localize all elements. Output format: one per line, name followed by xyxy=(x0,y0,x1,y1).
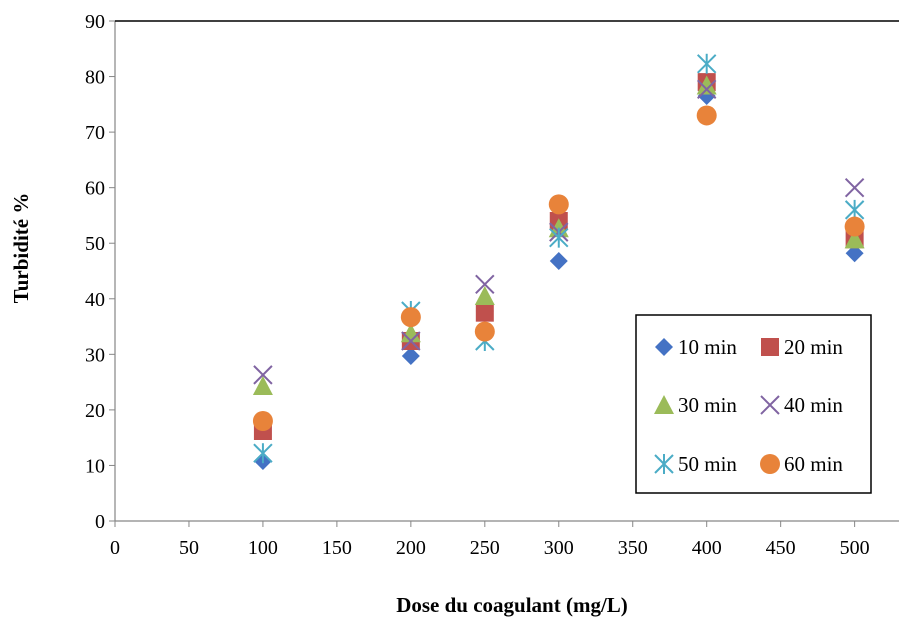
legend-box xyxy=(635,314,872,494)
x-tick-label: 250 xyxy=(470,537,500,559)
legend-label: 20 min xyxy=(784,335,843,359)
x-tick-label: 150 xyxy=(322,537,352,559)
data-point-30-min xyxy=(474,286,495,305)
legend-label: 30 min xyxy=(678,393,737,417)
data-point-20-min xyxy=(475,303,494,322)
x-tick-label: 200 xyxy=(396,537,426,559)
data-point-40-min xyxy=(696,79,717,100)
data-point-30-min xyxy=(400,323,421,343)
y-tick-label: 0 xyxy=(95,511,105,533)
data-point-60-min xyxy=(252,411,273,431)
data-point-40-min xyxy=(475,274,495,295)
legend-label: 60 min xyxy=(784,452,843,476)
legend-marker xyxy=(654,454,674,474)
y-tick-label: 40 xyxy=(85,289,105,311)
y-axis-title: Turbidité % xyxy=(9,193,33,304)
data-point-60-min xyxy=(474,321,495,342)
data-point-40-min xyxy=(253,365,273,385)
y-tick-label: 30 xyxy=(85,344,105,366)
data-points xyxy=(252,53,865,470)
x-tick-label: 100 xyxy=(248,537,278,559)
legend-marker xyxy=(760,395,780,415)
legend-marker xyxy=(654,395,674,414)
x-tick-label: 300 xyxy=(544,537,574,559)
y-tick-label: 70 xyxy=(85,122,105,144)
legend-label: 50 min xyxy=(678,452,737,476)
legend: 10 min 20 min 30 min 40 min 50 min 60 min xyxy=(635,314,872,494)
y-tick-label: 50 xyxy=(85,233,105,255)
x-tick-label: 0 xyxy=(110,537,120,559)
legend-label: 40 min xyxy=(784,393,843,417)
x-tick-label: 350 xyxy=(618,537,648,559)
x-axis-title: Dose du coagulant (mg/L) xyxy=(396,593,628,617)
data-point-40-min xyxy=(844,177,865,198)
data-point-60-min xyxy=(548,194,569,215)
data-point-50-min xyxy=(549,227,569,248)
data-point-30-min xyxy=(252,376,273,395)
x-tick-label: 400 xyxy=(692,537,722,559)
x-tick-label: 50 xyxy=(179,537,199,559)
legend-marker xyxy=(760,454,780,474)
data-point-30-min xyxy=(696,75,717,95)
y-tick-label: 10 xyxy=(85,455,105,477)
legend-label: 10 min xyxy=(678,335,737,359)
legend-marker xyxy=(655,338,673,356)
data-point-10-min xyxy=(549,252,568,270)
y-tick-label: 80 xyxy=(85,67,105,89)
axes xyxy=(109,20,899,527)
data-point-10-min xyxy=(401,347,420,365)
data-point-60-min xyxy=(844,216,865,237)
x-tick-label: 500 xyxy=(840,537,870,559)
y-tick-label: 20 xyxy=(85,400,105,422)
data-point-30-min xyxy=(844,229,865,249)
tick-labels: 0 10 20 30 40 50 60 70 80 90 0 50 100 150 200 250 300 350… xyxy=(85,11,870,559)
x-tick-label: 450 xyxy=(766,537,796,559)
data-point-60-min xyxy=(400,307,421,328)
data-point-10-min xyxy=(845,244,864,263)
y-tick-label: 90 xyxy=(85,11,105,33)
data-point-50-min xyxy=(696,53,717,74)
legend-marker xyxy=(761,338,779,356)
data-point-50-min xyxy=(253,443,273,464)
data-point-60-min xyxy=(696,105,717,126)
y-tick-label: 60 xyxy=(85,178,105,200)
data-point-40-min xyxy=(401,331,421,351)
